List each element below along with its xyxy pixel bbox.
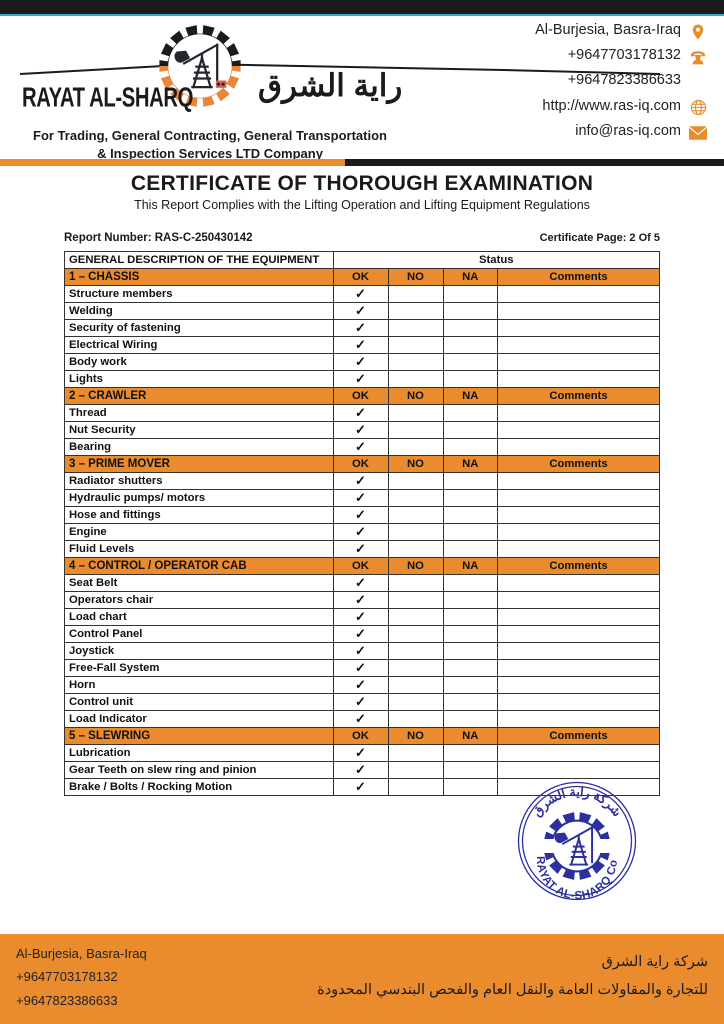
svg-text:شركة راية الشرق: شركة راية الشرق [530,785,625,820]
